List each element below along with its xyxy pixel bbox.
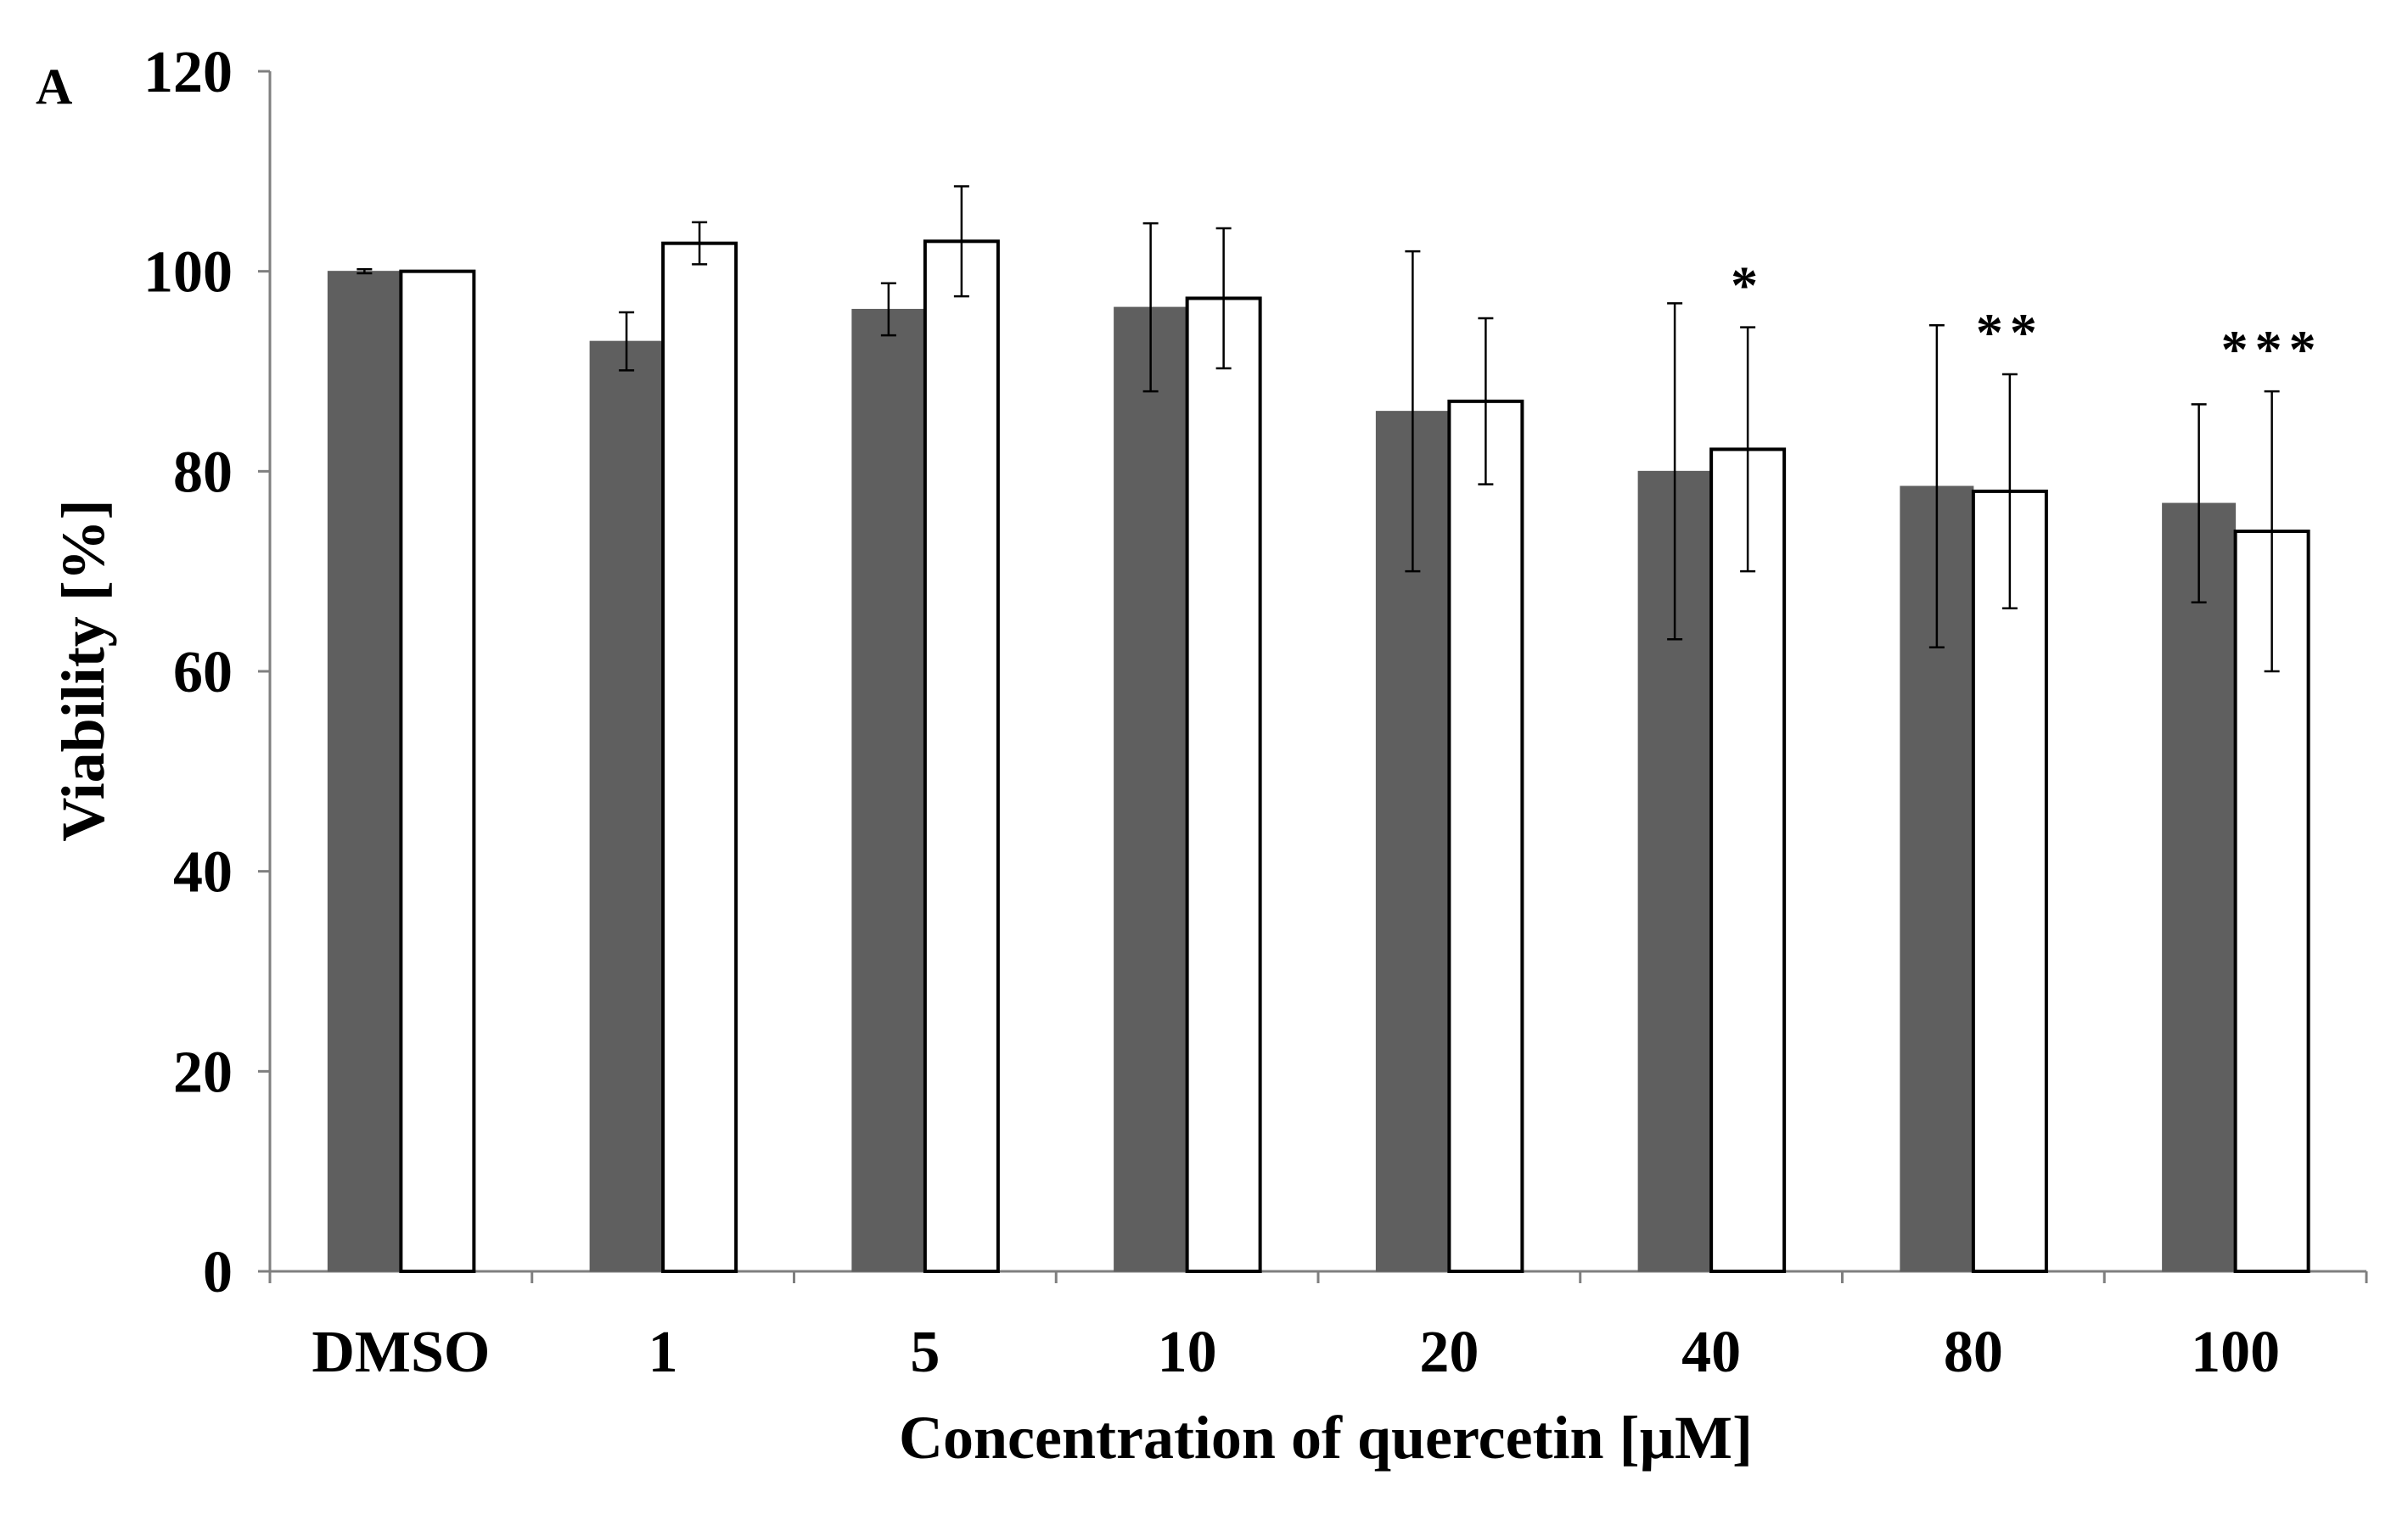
y-tick-label: 0 [203,1240,233,1305]
x-tick-label: 40 [1681,1320,1741,1385]
y-tick-label: 20 [173,1040,233,1105]
bar-series-white [1447,399,1524,1274]
x-tick-label: 10 [1158,1320,1217,1385]
significance-marker: * [1731,255,1765,316]
y-tick-label: 60 [173,640,233,705]
x-tick-label: 80 [1944,1320,2003,1385]
bar-series-white [1185,296,1262,1273]
x-tick-label: 5 [910,1320,940,1385]
bar-series-dark [589,340,664,1272]
x-axis-label: Concentration of quercetin [µM] [899,1404,1753,1472]
x-tick-label: 20 [1419,1320,1479,1385]
bar-series-dark [2162,502,2237,1272]
bar-series-dark [851,308,926,1272]
y-tick-label: 120 [143,40,233,105]
y-tick-label: 80 [173,440,233,505]
bar-series-white [1709,447,1787,1273]
bar-series-dark [1114,306,1188,1272]
x-tick-label: DMSO [312,1320,490,1385]
panel-label: A [36,59,72,115]
y-tick-label: 40 [173,840,233,906]
significance-marker: *** [2221,319,2323,379]
bar-series-white [399,269,476,1274]
y-tick-label: 100 [143,240,233,306]
significance-marker: ** [1976,302,2044,362]
bar-series-white [923,239,1000,1274]
x-tick-label: 100 [2191,1320,2280,1385]
x-tick-label: 1 [648,1320,678,1385]
bar-series-white [661,241,738,1273]
bar-series-white [1971,489,2048,1273]
bar-series-dark [327,271,401,1272]
y-axis-label: Viability [%] [49,499,117,841]
